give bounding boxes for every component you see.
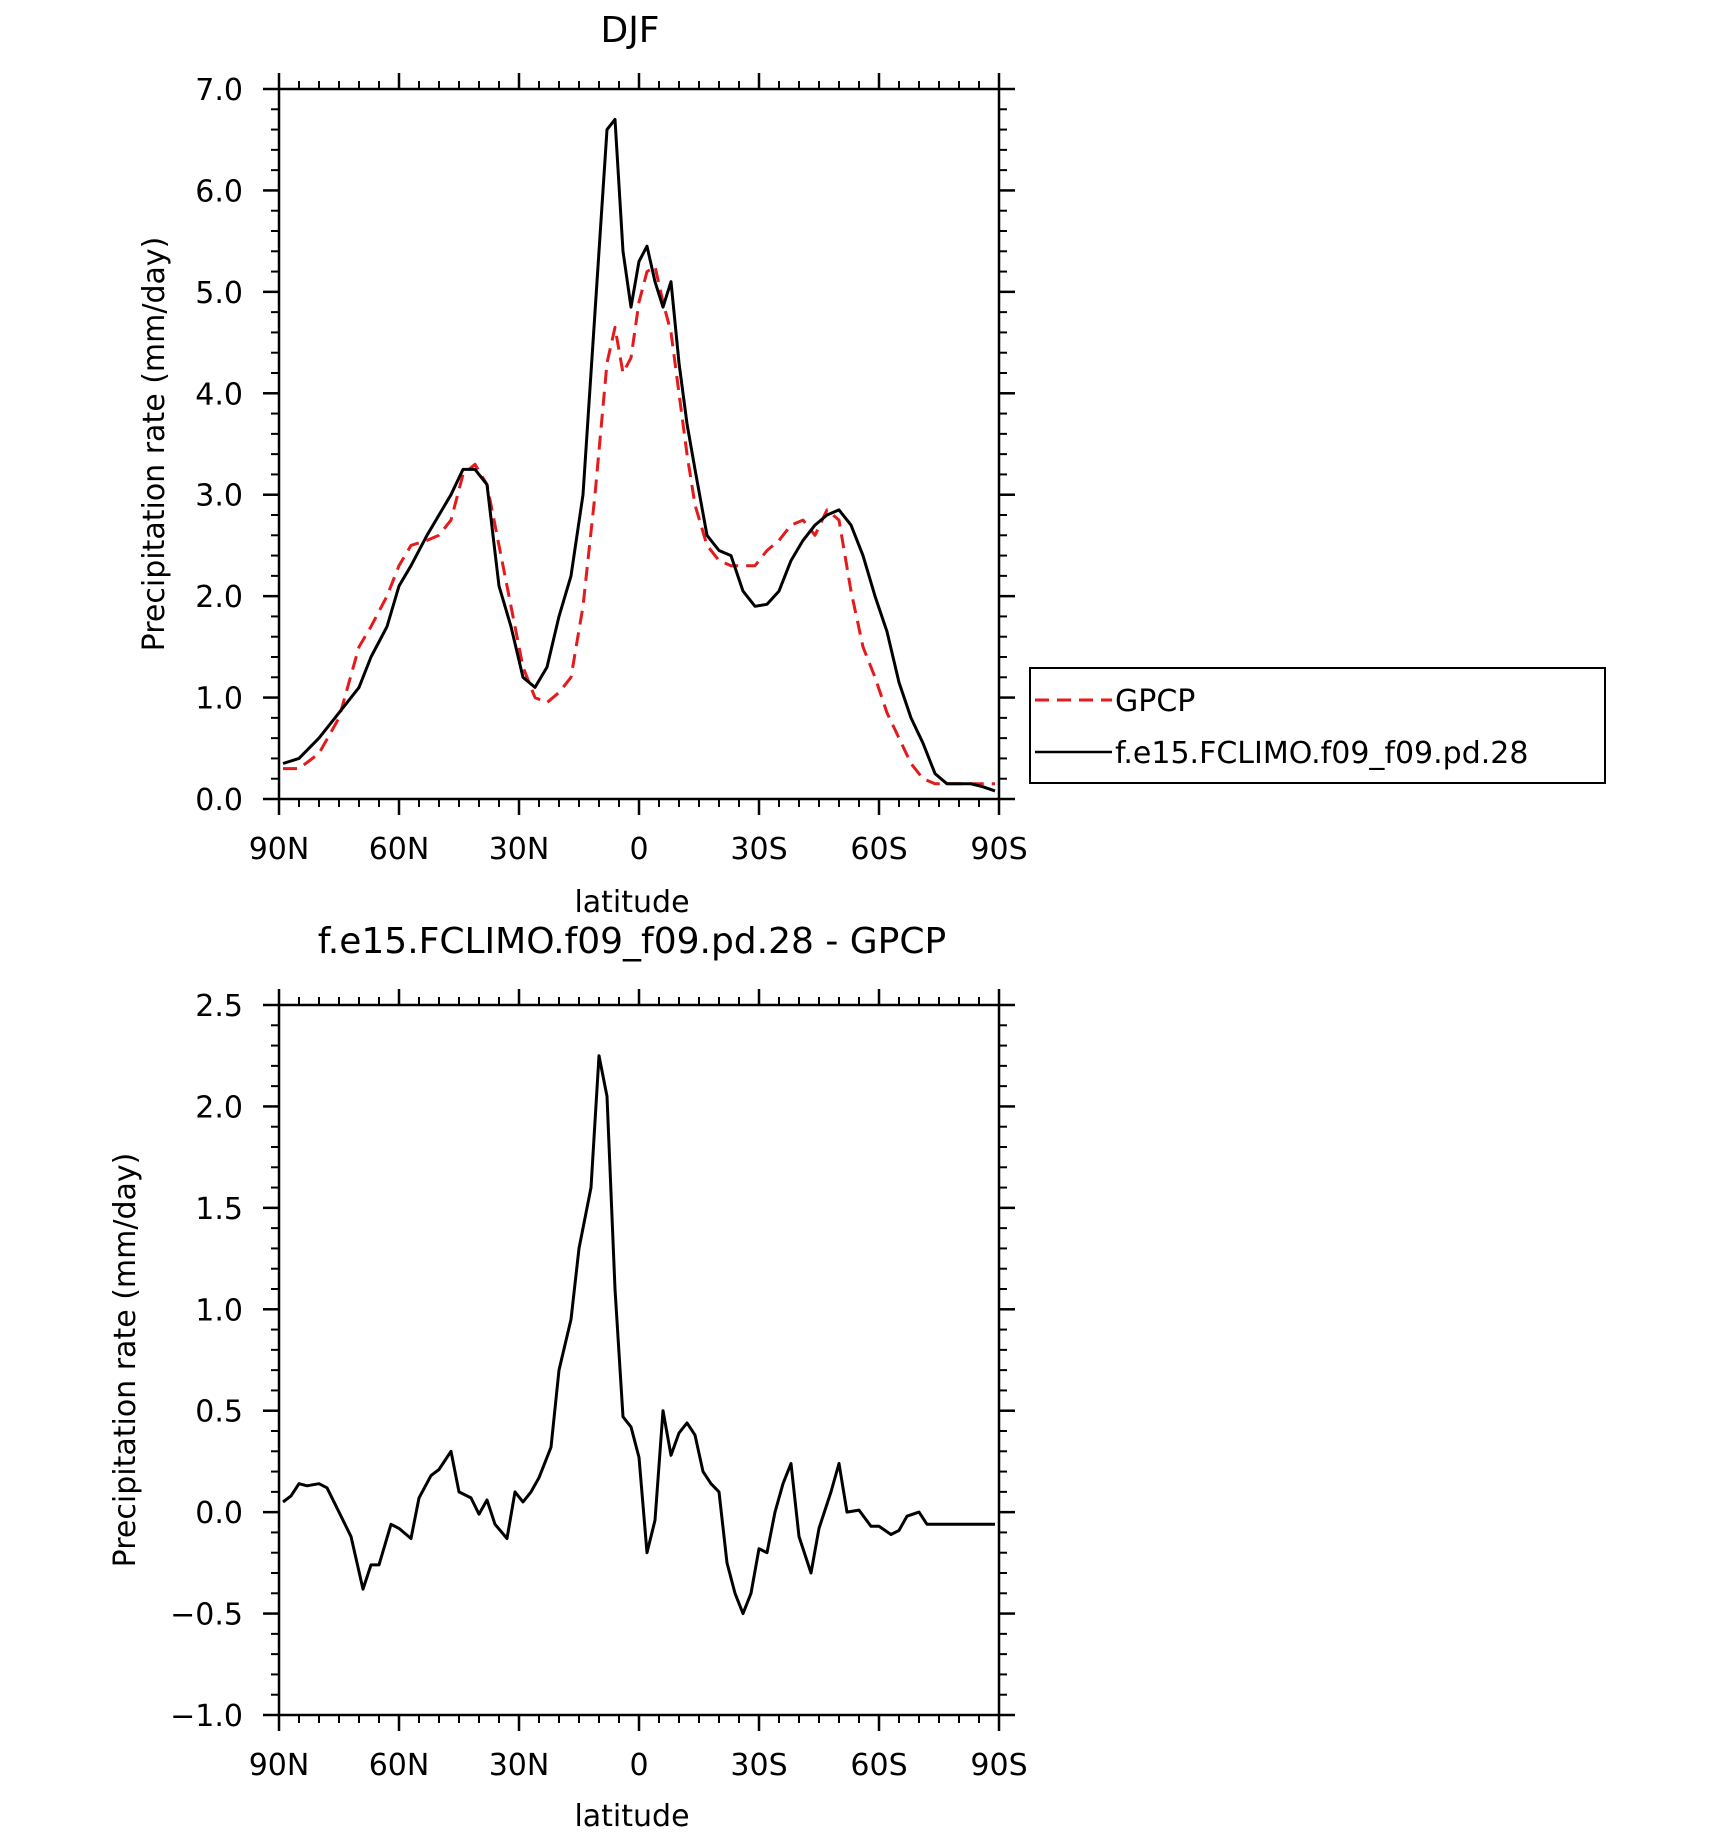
y-tick-label: 2.5 xyxy=(195,989,243,1024)
y-tick-label: −1.0 xyxy=(170,1699,243,1734)
y-tick-label: 2.0 xyxy=(195,580,243,615)
top-panel-ticks xyxy=(263,73,1015,815)
series-line-f-e15-fclimo-f09-f09-pd-28 xyxy=(282,117,996,793)
x-tick-label: 30N xyxy=(489,1748,550,1783)
bottom-panel-x-axis-label: latitude xyxy=(574,1799,689,1833)
top-panel-y-axis-label: Precipitation rate (mm/day) xyxy=(137,237,172,652)
y-tick-label: 1.0 xyxy=(195,1293,243,1328)
series-line-gpcp xyxy=(283,265,995,786)
top-panel-x-axis-label: latitude xyxy=(574,885,689,920)
y-tick-label: −0.5 xyxy=(170,1598,243,1633)
x-tick-label: 60S xyxy=(850,1748,907,1783)
x-tick-label: 90S xyxy=(970,1748,1027,1783)
y-tick-label: 6.0 xyxy=(195,174,243,209)
x-tick-label: 90N xyxy=(249,1748,310,1783)
top-panel-title: DJF xyxy=(600,10,659,51)
series-line-difference xyxy=(282,1054,995,1616)
bottom-panel-y-tick-labels: −1.0 −0.5 0.0 0.5 1.0 1.5 2.0 2.5 xyxy=(170,989,243,1734)
y-tick-label: 0.0 xyxy=(195,783,243,818)
x-tick-label: 30N xyxy=(489,832,550,867)
y-tick-label: 0.0 xyxy=(195,1496,243,1531)
legend-box xyxy=(1029,667,1606,784)
y-tick-label: 7.0 xyxy=(195,73,243,108)
top-panel: DJF 90N 60N 30N 0 30S 60S 90S 0.0 1.0 2.0 3.0 4.0 5… xyxy=(137,10,1606,920)
x-tick-label: 60N xyxy=(369,1748,430,1783)
x-tick-label: 60S xyxy=(850,832,907,867)
y-tick-label: 2.0 xyxy=(195,1090,243,1125)
x-tick-label: 30S xyxy=(730,832,787,867)
top-panel-x-tick-labels: 90N 60N 30N 0 30S 60S 90S xyxy=(249,832,1028,867)
y-tick-label: 1.5 xyxy=(195,1192,243,1227)
legend: GPCP f.e15.FCLIMO.f09_f09.pd.28 xyxy=(1029,667,1606,784)
y-tick-label: 4.0 xyxy=(195,377,243,412)
bottom-panel: f.e15.FCLIMO.f09_f09.pd.28 - GPCP 90N 60N… xyxy=(108,921,1028,1833)
bottom-panel-ticks xyxy=(263,989,1015,1731)
bottom-panel-series xyxy=(282,1054,995,1616)
x-tick-label: 90N xyxy=(249,832,310,867)
bottom-panel-frame xyxy=(277,1003,1001,1717)
legend-label-gpcp: GPCP xyxy=(1115,684,1195,719)
x-tick-label: 0 xyxy=(629,1748,648,1783)
y-tick-label: 3.0 xyxy=(195,479,243,514)
top-panel-series xyxy=(282,117,996,793)
x-tick-label: 90S xyxy=(970,832,1027,867)
y-tick-label: 1.0 xyxy=(195,682,243,717)
top-panel-y-tick-labels: 0.0 1.0 2.0 3.0 4.0 5.0 6.0 7.0 xyxy=(195,73,243,818)
x-tick-label: 0 xyxy=(629,832,648,867)
y-tick-label: 0.5 xyxy=(195,1395,243,1430)
top-panel-frame xyxy=(277,87,1001,801)
y-tick-label: 5.0 xyxy=(195,276,243,311)
bottom-panel-x-tick-labels: 90N 60N 30N 0 30S 60S 90S xyxy=(249,1748,1028,1783)
x-tick-label: 30S xyxy=(730,1748,787,1783)
x-tick-label: 60N xyxy=(369,832,430,867)
legend-label-model: f.e15.FCLIMO.f09_f09.pd.28 xyxy=(1115,736,1528,771)
bottom-panel-title: f.e15.FCLIMO.f09_f09.pd.28 - GPCP xyxy=(318,921,947,962)
bottom-panel-y-axis-label: Precipitation rate (mm/day) xyxy=(108,1153,143,1568)
